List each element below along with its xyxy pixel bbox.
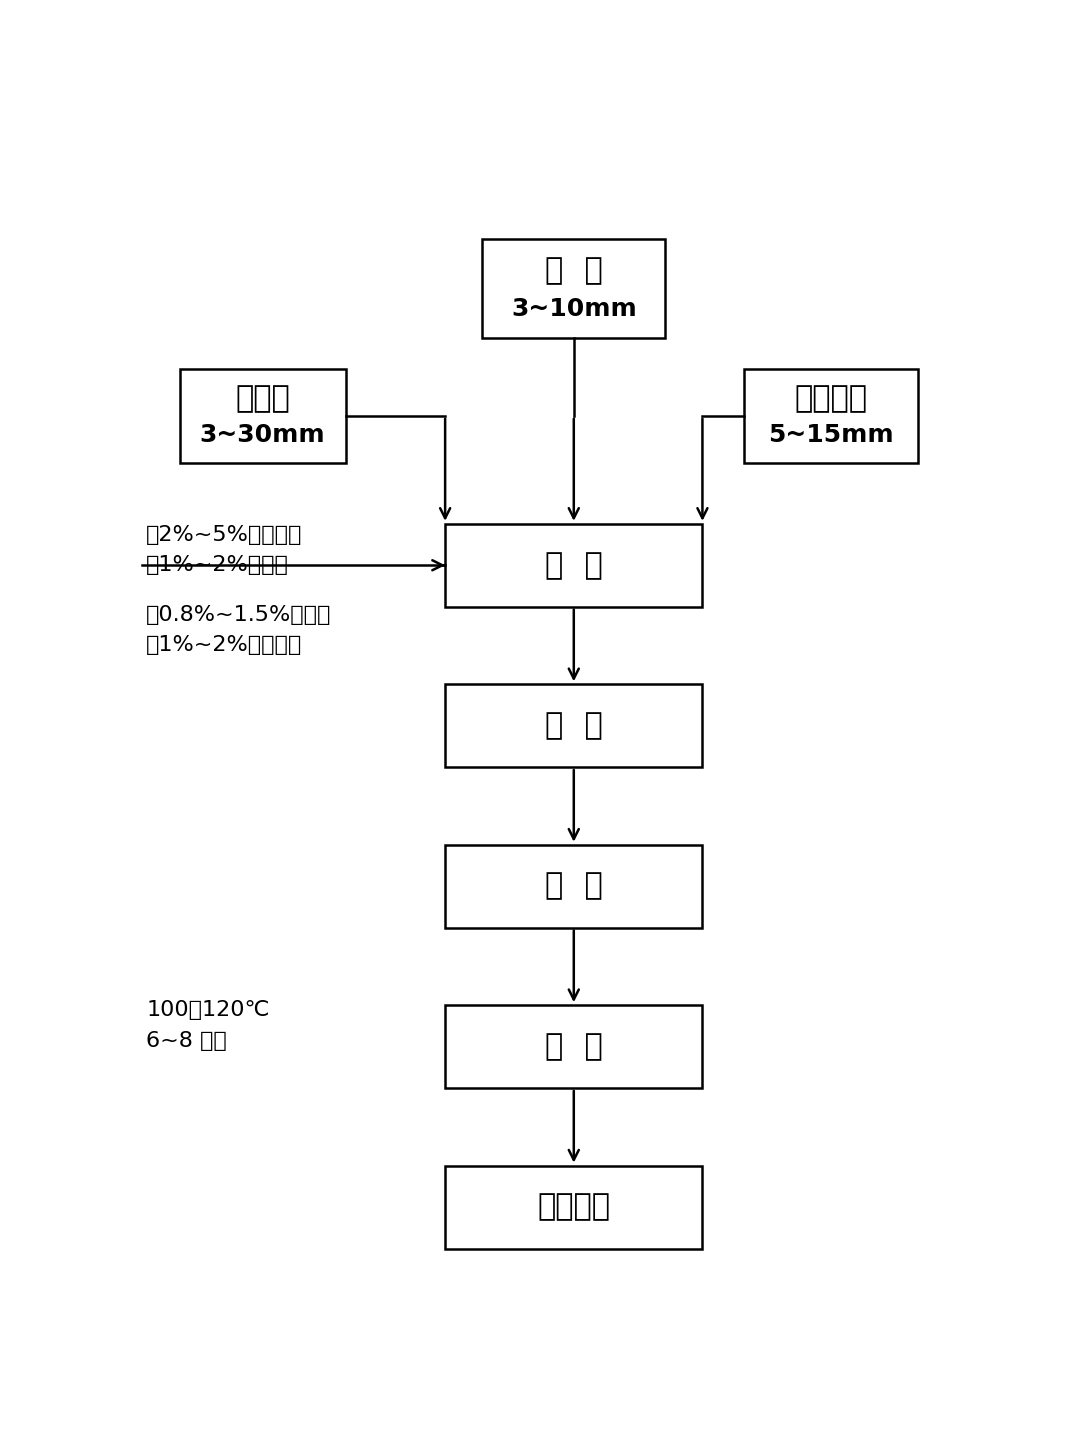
Text: 硅石粉: 硅石粉 (236, 385, 290, 414)
Text: 入炉冶炼: 入炉冶炼 (538, 1193, 610, 1221)
Text: 100～120℃: 100～120℃ (147, 1000, 270, 1020)
Text: （1%~2%石灰）: （1%~2%石灰） (147, 555, 289, 575)
Bar (180, 369, 346, 463)
Text: （0.8%~1.5%糖浆）: （0.8%~1.5%糖浆） (147, 605, 332, 625)
Bar (744, 369, 918, 463)
Text: 烘  干: 烘 干 (545, 1032, 603, 1061)
Bar (446, 1165, 703, 1249)
Text: 配  料: 配 料 (545, 550, 603, 579)
Text: 混  合: 混 合 (545, 711, 603, 740)
Bar (446, 1004, 703, 1088)
Text: 焦  粉: 焦 粉 (545, 256, 603, 285)
Text: 压  块: 压 块 (545, 872, 603, 901)
Text: （2%~5%膨润土）: （2%~5%膨润土） (147, 526, 303, 546)
Text: 3~10mm: 3~10mm (511, 296, 636, 320)
Bar (446, 845, 703, 928)
Bar (446, 684, 703, 767)
Bar (482, 239, 665, 339)
Text: 5~15mm: 5~15mm (768, 422, 894, 447)
Text: 6~8 小时: 6~8 小时 (147, 1030, 227, 1050)
Text: 3~30mm: 3~30mm (199, 422, 326, 447)
Text: （1%~2%水玻璃）: （1%~2%水玻璃） (147, 635, 303, 655)
Text: 氧化铁皮: 氧化铁皮 (795, 385, 868, 414)
Bar (446, 523, 703, 606)
